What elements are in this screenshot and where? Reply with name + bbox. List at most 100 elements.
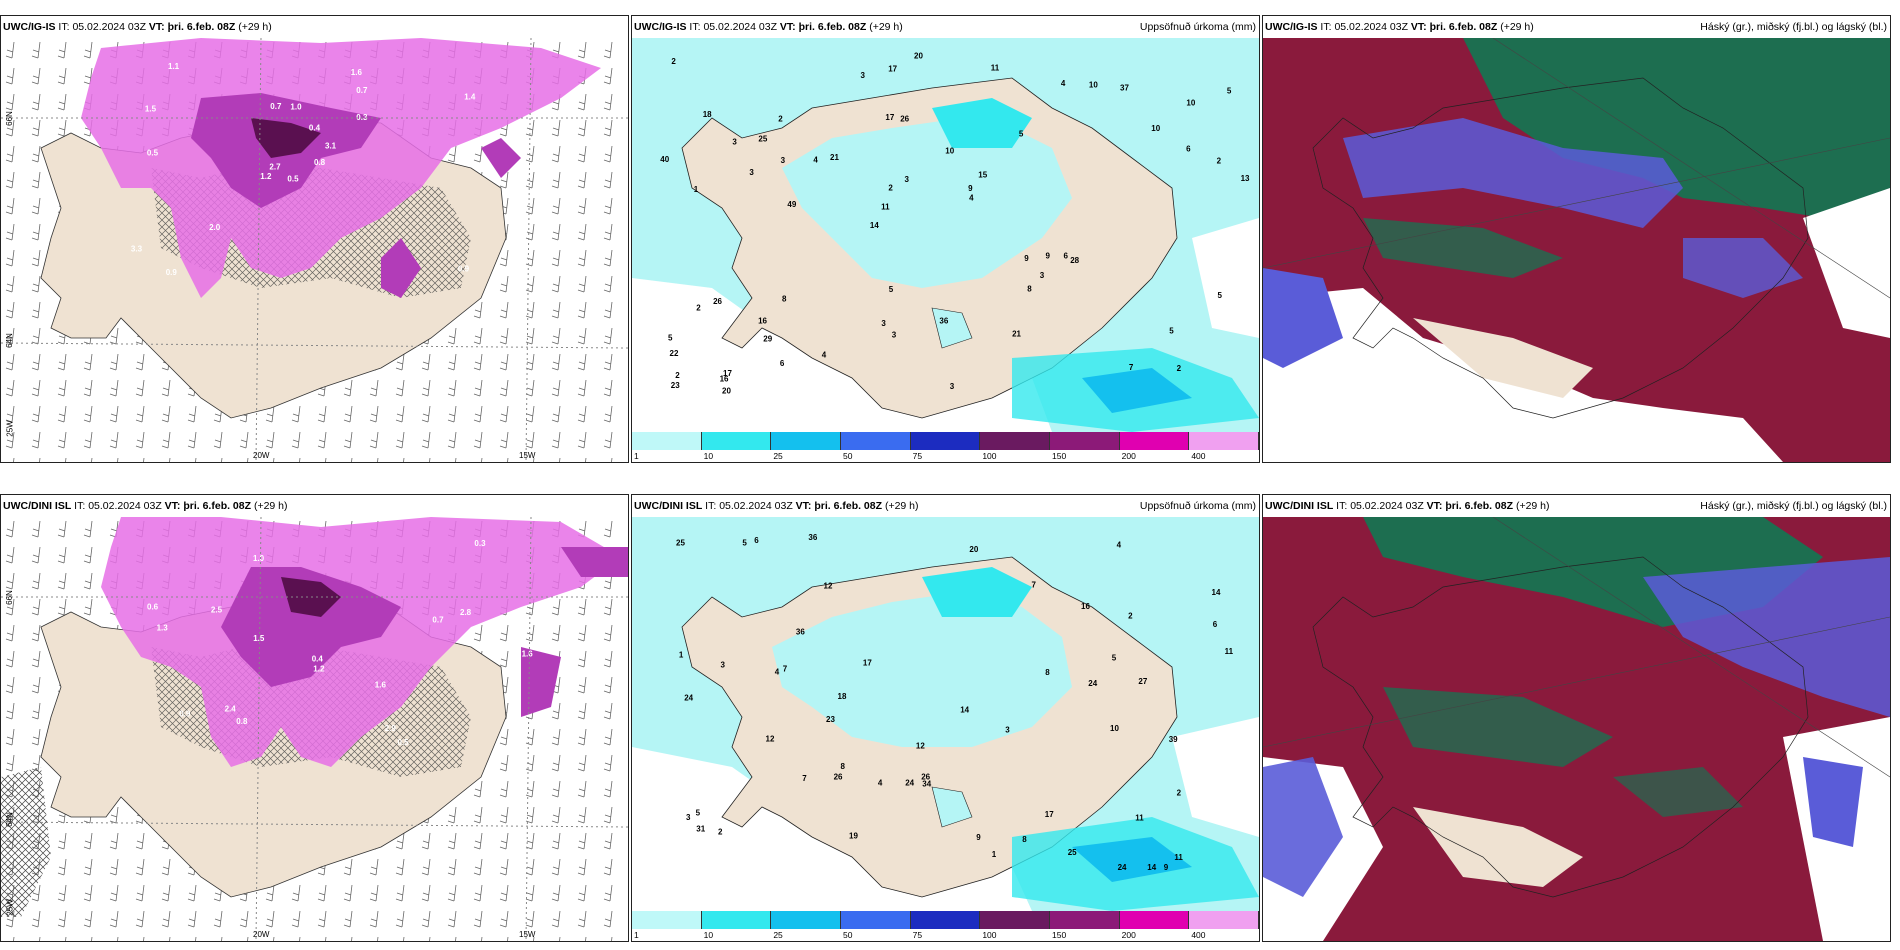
lead-time: (+29 h) — [884, 500, 919, 512]
colorbar-swatch — [1119, 432, 1190, 450]
value-label: 36 — [939, 316, 948, 325]
value-label: 20 — [969, 545, 978, 554]
it-value: 05.02.2024 03Z — [1350, 500, 1424, 512]
value-label: 6 — [1186, 145, 1191, 154]
value-label: 2 — [1217, 156, 1222, 165]
value-label: 6 — [1213, 620, 1218, 629]
value-label: 6 — [780, 359, 785, 368]
model-name: UWC/IG-IS — [1265, 21, 1318, 33]
vt-value: þri. 6.feb. 08Z — [1445, 500, 1514, 512]
value-label: 7 — [783, 665, 788, 674]
colorbar-tick: 25 — [773, 930, 783, 940]
value-label: 14 — [870, 221, 879, 230]
icing-map-svg: 0.5 1.5 2.7 3.3 3.1 2.0 1.6 1.0 0.7 0.8 1.1 0.9 0.5 1… — [1, 38, 628, 462]
panel-header: UWC/IG-IS IT: 05.02.2024 03Z VT: þri. 6.… — [1, 16, 628, 38]
value-label: 11 — [881, 203, 890, 212]
colorbar-tick: 150 — [1052, 451, 1067, 461]
value-label: 2.8 — [460, 608, 472, 617]
panel-header: UWC/DINI ISL IT: 05.02.2024 03Z VT: þri.… — [632, 495, 1259, 517]
value-label: 2 — [671, 57, 676, 66]
value-label: 2 — [696, 304, 701, 313]
value-label: 25 — [758, 135, 767, 144]
colorbar-swatch — [910, 432, 981, 450]
model-name: UWC/DINI ISL — [634, 500, 703, 512]
value-label: 0.7 — [432, 615, 444, 624]
value-label: 3.3 — [131, 244, 143, 253]
value-label: 8 — [1027, 285, 1032, 294]
it-value: 05.02.2024 03Z — [72, 21, 146, 33]
value-label: 1.2 — [313, 664, 325, 673]
colorbar-swatch — [1050, 911, 1120, 929]
it-label: IT: — [1336, 500, 1348, 512]
precip-title: Uppsöfnuð úrkoma (mm) — [1139, 21, 1256, 33]
value-label: 31 — [696, 825, 705, 834]
value-label: 11 — [1225, 647, 1234, 656]
value-label: 0.3 — [356, 113, 368, 122]
value-label: 0.4 — [312, 654, 324, 663]
value-label: 4 — [969, 194, 974, 203]
clouds-map-svg — [1263, 38, 1890, 462]
value-label: 0.5 — [147, 149, 159, 158]
value-label: 17 — [888, 65, 897, 74]
value-label: 22 — [670, 349, 679, 358]
colorbar-swatch — [771, 432, 841, 450]
clouds-map-svg — [1263, 517, 1890, 941]
value-label: 1.6 — [375, 681, 387, 690]
precip-colorbar: 1 10 25 50 75 100 150 200 400 — [632, 432, 1259, 462]
colorbar-swatch — [1189, 432, 1259, 450]
value-label: 7 — [802, 774, 807, 783]
value-label: 5 — [742, 539, 747, 548]
colorbar-tick: 400 — [1191, 451, 1206, 461]
colorbar-tick: 100 — [982, 930, 997, 940]
value-label: 28 — [1070, 256, 1079, 265]
lead-time: (+29 h) — [1500, 21, 1534, 33]
value-label: 2 — [1177, 364, 1182, 373]
value-label: 36 — [808, 533, 817, 542]
value-label: 24 — [684, 694, 693, 703]
value-label: 0.4 — [309, 124, 321, 133]
value-label: 36 — [796, 628, 805, 637]
model-name: UWC/DINI ISL — [3, 500, 72, 512]
it-value: 05.02.2024 03Z — [719, 500, 793, 512]
value-label: 3 — [950, 382, 955, 391]
value-label: 10 — [945, 146, 954, 155]
value-label: 3 — [892, 331, 897, 340]
value-label: 6 — [754, 536, 759, 545]
clouds-map — [1263, 517, 1890, 941]
value-label: 23 — [826, 715, 835, 724]
it-value: 05.02.2024 03Z — [703, 21, 777, 33]
value-label: 34 — [922, 780, 931, 789]
value-label: 5 — [696, 808, 701, 817]
value-label: 16 — [758, 316, 767, 325]
value-label: 25 — [676, 538, 685, 547]
colorbar-swatch — [1050, 432, 1120, 450]
colorbar-tick: 200 — [1121, 451, 1136, 461]
value-label: 4 — [822, 350, 827, 359]
value-label: 20 — [722, 387, 731, 396]
vt-value: þri. 6.feb. 08Z — [1429, 21, 1498, 33]
value-label: 5 — [1169, 327, 1174, 336]
colorbar-swatch — [701, 911, 772, 929]
precip-title: Uppsöfnuð úrkoma (mm) — [1139, 500, 1256, 512]
iceland-outline — [1312, 556, 1809, 898]
value-label: 0.8 — [314, 158, 326, 167]
value-label: 4 — [1117, 541, 1122, 550]
value-label: 1 — [694, 185, 699, 194]
lead-time: (+29 h) — [253, 500, 288, 512]
value-label: 23 — [671, 381, 680, 390]
colorbar-tick: 50 — [843, 451, 853, 461]
value-label: 0.9 — [179, 710, 191, 719]
value-label: 1 — [992, 850, 997, 859]
lon-20-label: 20W — [253, 930, 270, 939]
value-label: 8 — [841, 762, 846, 771]
lat-64-label: 64N — [4, 812, 14, 827]
colorbar-tick: 25 — [773, 451, 783, 461]
colorbar-tick: 75 — [912, 451, 923, 461]
model-name: UWC/IG-IS — [634, 21, 687, 33]
colorbar-swatch — [771, 911, 841, 929]
colorbar-tick: 1 — [634, 930, 639, 940]
value-label: 26 — [921, 772, 930, 781]
value-label: 49 — [787, 200, 796, 209]
it-label: IT: — [689, 21, 701, 33]
